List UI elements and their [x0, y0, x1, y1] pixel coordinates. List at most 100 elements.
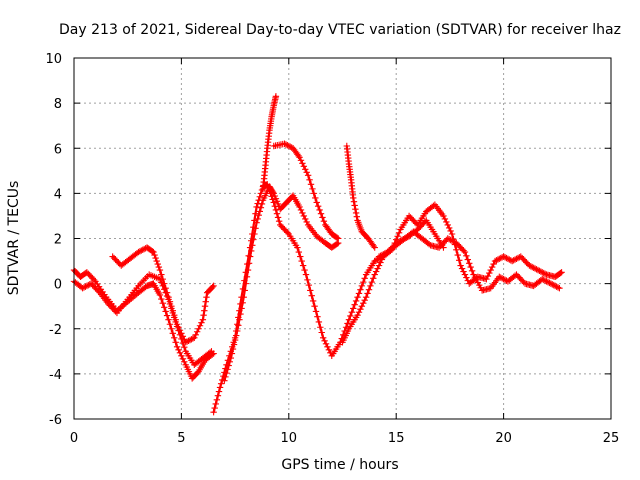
data-point-marker — [90, 276, 98, 284]
data-point-marker — [89, 281, 96, 289]
data-point-marker — [112, 308, 119, 315]
data-point-marker — [224, 366, 231, 373]
data-point-marker — [300, 163, 308, 170]
data-point-marker — [214, 392, 222, 399]
data-point-marker — [173, 343, 181, 350]
data-point-marker — [256, 208, 264, 215]
data-point-marker — [350, 194, 357, 202]
data-point-marker — [215, 388, 223, 395]
data-point-marker — [206, 349, 214, 356]
data-point-marker — [269, 189, 277, 196]
series-markers-track-3 — [109, 244, 217, 346]
data-point-marker — [210, 409, 217, 416]
data-point-marker — [252, 225, 259, 232]
x-tick-label: 20 — [495, 431, 512, 446]
data-point-marker — [182, 339, 189, 346]
data-point-marker — [508, 257, 516, 265]
data-point-marker — [246, 253, 254, 260]
data-point-marker — [235, 322, 242, 329]
data-point-marker — [217, 380, 225, 387]
data-point-marker — [179, 333, 187, 340]
data-point-marker — [95, 287, 102, 295]
data-point-marker — [175, 346, 182, 354]
data-point-marker — [517, 253, 524, 260]
data-point-marker — [279, 224, 287, 232]
data-point-marker — [178, 330, 185, 337]
data-point-marker — [216, 384, 224, 391]
data-point-marker — [83, 282, 91, 290]
data-point-marker — [232, 332, 240, 339]
data-point-marker — [488, 263, 496, 271]
x-tick-label: 5 — [177, 431, 185, 446]
data-point-marker — [258, 186, 266, 194]
data-point-marker — [255, 211, 262, 219]
data-point-marker — [163, 312, 171, 319]
series-group — [70, 93, 565, 416]
data-point-marker — [385, 247, 393, 254]
data-point-marker — [324, 343, 331, 350]
data-point-marker — [175, 324, 182, 331]
data-point-marker — [92, 284, 99, 292]
data-point-marker — [257, 204, 265, 211]
data-point-marker — [345, 316, 353, 323]
data-point-marker — [486, 269, 493, 277]
data-point-marker — [380, 253, 387, 260]
data-point-marker — [503, 254, 510, 262]
data-point-marker — [192, 331, 199, 338]
data-point-marker — [154, 260, 161, 268]
data-point-marker — [558, 269, 565, 276]
data-point-marker — [270, 199, 277, 206]
data-point-marker — [156, 266, 164, 274]
data-point-marker — [551, 282, 559, 290]
data-point-marker — [112, 256, 119, 263]
data-point-marker — [408, 215, 416, 223]
data-point-marker — [506, 256, 513, 263]
y-tick-label: 10 — [45, 52, 62, 67]
data-point-marker — [221, 377, 228, 384]
chart-title: Day 213 of 2021, Sidereal Day-to-day VTE… — [59, 22, 621, 38]
data-point-marker — [105, 300, 112, 308]
data-point-marker — [320, 218, 328, 225]
data-point-marker — [284, 142, 291, 149]
data-point-marker — [225, 362, 232, 369]
data-point-marker — [394, 233, 401, 240]
data-point-marker — [300, 212, 308, 220]
data-point-marker — [230, 341, 238, 348]
data-point-marker — [305, 281, 313, 289]
data-point-marker — [110, 306, 118, 314]
data-point-marker — [456, 242, 463, 250]
data-point-marker — [534, 266, 542, 274]
grid-lines — [74, 58, 611, 419]
data-point-marker — [295, 152, 302, 159]
data-point-marker — [199, 316, 207, 323]
data-point-marker — [350, 198, 358, 205]
data-point-marker — [398, 236, 406, 244]
x-tick-label: 15 — [388, 431, 405, 446]
data-point-marker — [360, 278, 367, 286]
data-point-marker — [301, 266, 308, 274]
data-point-marker — [213, 396, 221, 404]
data-point-marker — [498, 275, 506, 282]
x-tick-label: 0 — [70, 431, 78, 446]
data-point-marker — [156, 291, 164, 299]
data-point-marker — [159, 299, 166, 307]
data-point-marker — [317, 324, 324, 331]
data-point-marker — [384, 248, 391, 256]
data-point-marker — [361, 275, 368, 282]
data-point-marker — [139, 246, 146, 253]
data-point-marker — [208, 348, 215, 355]
data-point-marker — [413, 220, 420, 227]
data-point-marker — [296, 203, 303, 211]
data-point-marker — [272, 93, 280, 100]
data-point-marker — [319, 214, 326, 221]
data-point-marker — [447, 236, 454, 244]
data-point-marker — [109, 253, 116, 260]
data-point-marker — [510, 257, 517, 264]
data-point-marker — [425, 240, 433, 248]
data-point-marker — [447, 227, 454, 235]
data-point-marker — [463, 274, 470, 281]
data-point-marker — [110, 254, 118, 262]
data-point-marker — [493, 257, 500, 264]
data-point-marker — [410, 217, 417, 224]
data-point-marker — [519, 254, 526, 262]
